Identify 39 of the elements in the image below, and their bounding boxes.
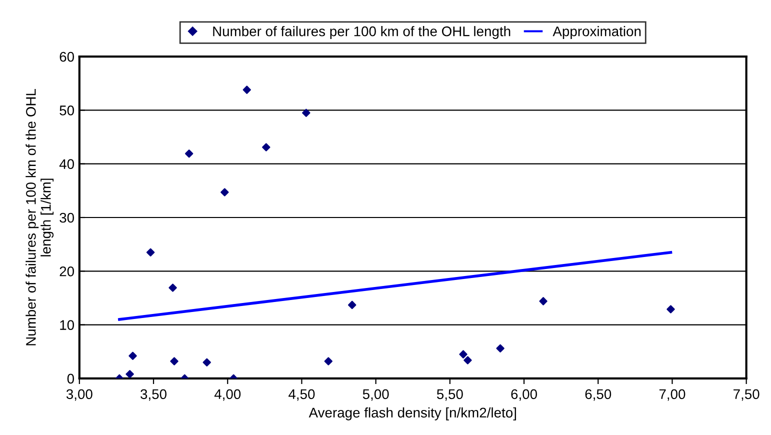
legend-label: Number of failures per 100 km of the OHL length [213, 26, 510, 39]
point [242, 86, 251, 94]
y-tick-label: 50 [60, 106, 74, 116]
point [539, 297, 548, 306]
y-tick-label: 10 [60, 320, 74, 330]
point [262, 143, 270, 152]
point [220, 188, 229, 196]
x-tick-label: 6,00 [511, 389, 537, 401]
x-tick-label: 3,50 [140, 389, 166, 401]
point [184, 150, 194, 158]
legend-label: Approximation [552, 26, 641, 39]
x-tick-label: 4,00 [214, 389, 241, 401]
point [496, 344, 504, 353]
y-tick-label: 20 [60, 266, 74, 276]
y-tick-label: 0 [67, 374, 74, 384]
point [459, 350, 468, 358]
y-tick-label: 30 [60, 212, 74, 223]
point [126, 370, 134, 378]
point [202, 358, 211, 366]
x-tick-label: 5,50 [436, 389, 463, 401]
point [324, 357, 332, 366]
y-tick-label: 60 [60, 52, 74, 62]
x-tick-label: 7,00 [659, 389, 686, 401]
x-tick-label: 7,50 [734, 389, 760, 401]
point [168, 284, 177, 292]
point [666, 305, 675, 314]
x-tick-label: 6,50 [585, 389, 612, 401]
y-axis-title: Number of failures per 100 km of the OHL length [1/km] [26, 89, 54, 346]
y-tick-label: 40 [59, 159, 74, 170]
point [146, 248, 155, 256]
point [464, 356, 472, 364]
x-tick-label: 3,00 [66, 389, 92, 401]
point [348, 300, 356, 310]
x-tick-label: 4,50 [288, 389, 315, 401]
point [170, 357, 178, 366]
x-axis-title: Average flash density [n/km2/leto] [308, 407, 516, 420]
point [302, 108, 310, 117]
x-tick-label: 5,00 [362, 389, 389, 401]
point [128, 352, 137, 360]
